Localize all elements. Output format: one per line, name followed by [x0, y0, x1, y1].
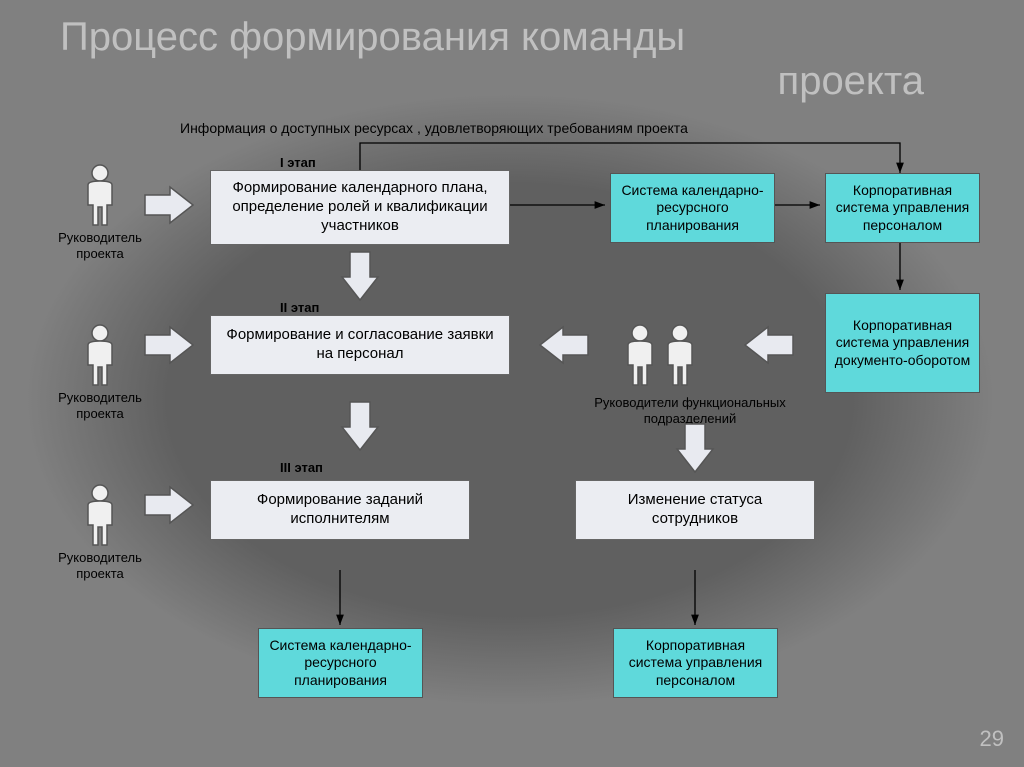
box-plan: Формирование календарного плана, определ… [210, 170, 510, 245]
box-status: Изменение статуса сотрудников [575, 480, 815, 540]
title-line2: проекта [60, 59, 964, 103]
pm-label-1: Руководитель проекта [40, 230, 160, 261]
header-text: Информация о доступных ресурсах , удовле… [180, 120, 688, 136]
stage-2-label: II этап [280, 300, 319, 315]
title-line1: Процесс формирования команды [60, 15, 685, 59]
box-corp-hr-2: Корпоративная система управления персона… [613, 628, 778, 698]
pm-label-2: Руководитель проекта [40, 390, 160, 421]
box-sys-plan-2: Система календарно-ресурсного планирован… [258, 628, 423, 698]
box-corp-hr-1: Корпоративная система управления персона… [825, 173, 980, 243]
slide-title: Процесс формирования команды проекта [60, 15, 964, 103]
box-request: Формирование и согласование заявки на пе… [210, 315, 510, 375]
box-sys-plan-1: Система календарно-ресурсного планирован… [610, 173, 775, 243]
stage-3-label: III этап [280, 460, 323, 475]
pm-label-3: Руководитель проекта [40, 550, 160, 581]
fm-label: Руководители функциональных подразделени… [570, 395, 810, 426]
page-number: 29 [980, 726, 1004, 752]
box-tasks: Формирование заданий исполнителям [210, 480, 470, 540]
box-corp-doc: Корпоративная система управления докумен… [825, 293, 980, 393]
stage-1-label: I этап [280, 155, 316, 170]
